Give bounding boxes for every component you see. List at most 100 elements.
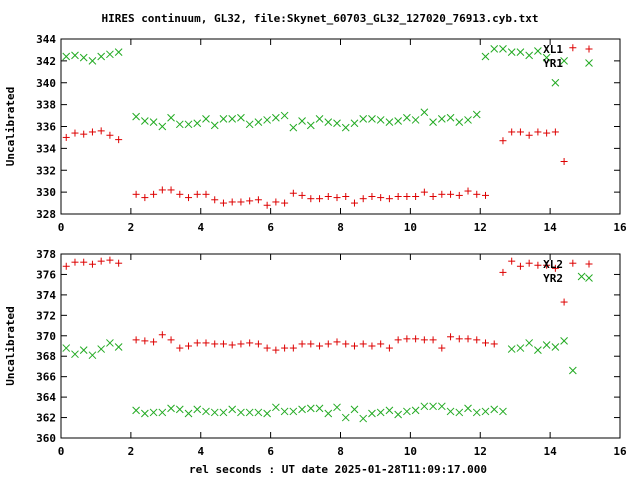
cross-point [446, 407, 455, 416]
cross-point [71, 350, 79, 359]
plus-point [342, 193, 350, 200]
x-tick-label: 2 [128, 445, 135, 458]
cross-point [289, 123, 298, 132]
plus-point [106, 131, 114, 139]
plus-point [420, 188, 428, 196]
y-tick-label: 366 [36, 371, 56, 384]
plus-point [115, 136, 123, 144]
plus-point [307, 340, 315, 348]
x-tick-label: 0 [58, 445, 65, 458]
chart-panel-2: 0 2 4 6 8 10 12 14 16 360 362 364 366 368 370 372 374 376… [4, 248, 627, 458]
cross-point [341, 123, 350, 132]
x-tick-label: 4 [197, 445, 204, 458]
plus-point [412, 335, 420, 343]
cross-point [158, 408, 167, 417]
cross-point [490, 44, 499, 53]
cross-point [455, 118, 464, 126]
plus-point [141, 194, 149, 202]
cross-point [193, 119, 202, 128]
series-xl1 [62, 44, 577, 209]
plus-point [193, 190, 201, 198]
legend-label-xl1: XL1 [543, 43, 563, 56]
plus-point [272, 198, 280, 206]
x-tick-label: 6 [267, 221, 274, 234]
cross-point [79, 346, 88, 354]
cross-point [106, 339, 114, 347]
plus-point [193, 339, 201, 347]
plus-point [543, 261, 551, 269]
plus-point [508, 257, 516, 265]
x-tick-label: 10 [404, 445, 417, 458]
plus-point [429, 336, 437, 344]
plus-point [385, 195, 393, 203]
plus-point [289, 189, 297, 197]
plus-point [438, 190, 446, 198]
plus-point [403, 335, 411, 343]
plus-point [71, 258, 79, 266]
plus-point [324, 340, 332, 348]
plus-point [158, 331, 166, 339]
legend-label-yr2: YR2 [543, 272, 563, 285]
plus-point [62, 262, 70, 270]
plus-point [62, 133, 70, 141]
cross-point [184, 409, 193, 418]
plus-point [167, 186, 175, 194]
y-tick-label: 336 [36, 121, 56, 134]
plus-point [324, 193, 332, 200]
cross-point [254, 408, 263, 417]
plus-point [316, 195, 324, 203]
legend-marker-xl2 [585, 260, 593, 268]
plus-point [403, 193, 411, 200]
cross-point [106, 50, 114, 59]
cross-point [341, 413, 350, 422]
cross-point [385, 118, 394, 126]
plus-point [385, 344, 393, 352]
cross-point [560, 57, 568, 65]
cross-point [551, 343, 560, 351]
cross-point [499, 407, 507, 416]
cross-point [175, 405, 184, 414]
cross-point [202, 407, 210, 416]
cross-point [97, 52, 106, 61]
cross-point [385, 406, 394, 415]
plus-point [394, 193, 402, 200]
cross-point [437, 402, 446, 411]
cross-point [167, 113, 175, 122]
y-tick-label: 330 [36, 186, 56, 199]
cross-point [202, 114, 210, 123]
cross-point [464, 404, 472, 413]
plus-point [141, 337, 149, 345]
plus-point [316, 342, 324, 350]
cross-point [280, 111, 289, 120]
plus-point [211, 196, 219, 204]
plus-point [106, 256, 114, 264]
y-tick-label: 340 [36, 77, 56, 90]
plus-point [88, 128, 96, 136]
cross-point [114, 48, 123, 56]
x-tick-label: 0 [58, 221, 65, 234]
plus-point [246, 197, 254, 205]
cross-point [499, 44, 507, 53]
cross-point [149, 118, 158, 126]
plus-point [447, 190, 455, 198]
cross-point [306, 121, 315, 130]
y-tick-label: 342 [36, 55, 56, 68]
plus-point [350, 342, 358, 350]
cross-point [368, 114, 376, 123]
chart-panel-1: 0 2 4 6 8 10 12 14 16 328 330 332 334 336 338 340 342 344… [4, 33, 627, 234]
plus-point [333, 338, 341, 346]
cross-point [71, 51, 79, 60]
plus-point [228, 341, 236, 349]
plus-point [263, 201, 271, 209]
cross-point [149, 408, 158, 417]
cross-point [464, 116, 472, 124]
cross-point [411, 406, 420, 415]
cross-point [542, 53, 551, 62]
cross-point [525, 51, 534, 60]
cross-point [516, 344, 525, 352]
cross-point [193, 405, 202, 414]
y-tick-label: 370 [36, 330, 56, 343]
cross-point [551, 78, 560, 87]
plus-point [420, 336, 428, 344]
plus-point [272, 346, 280, 354]
